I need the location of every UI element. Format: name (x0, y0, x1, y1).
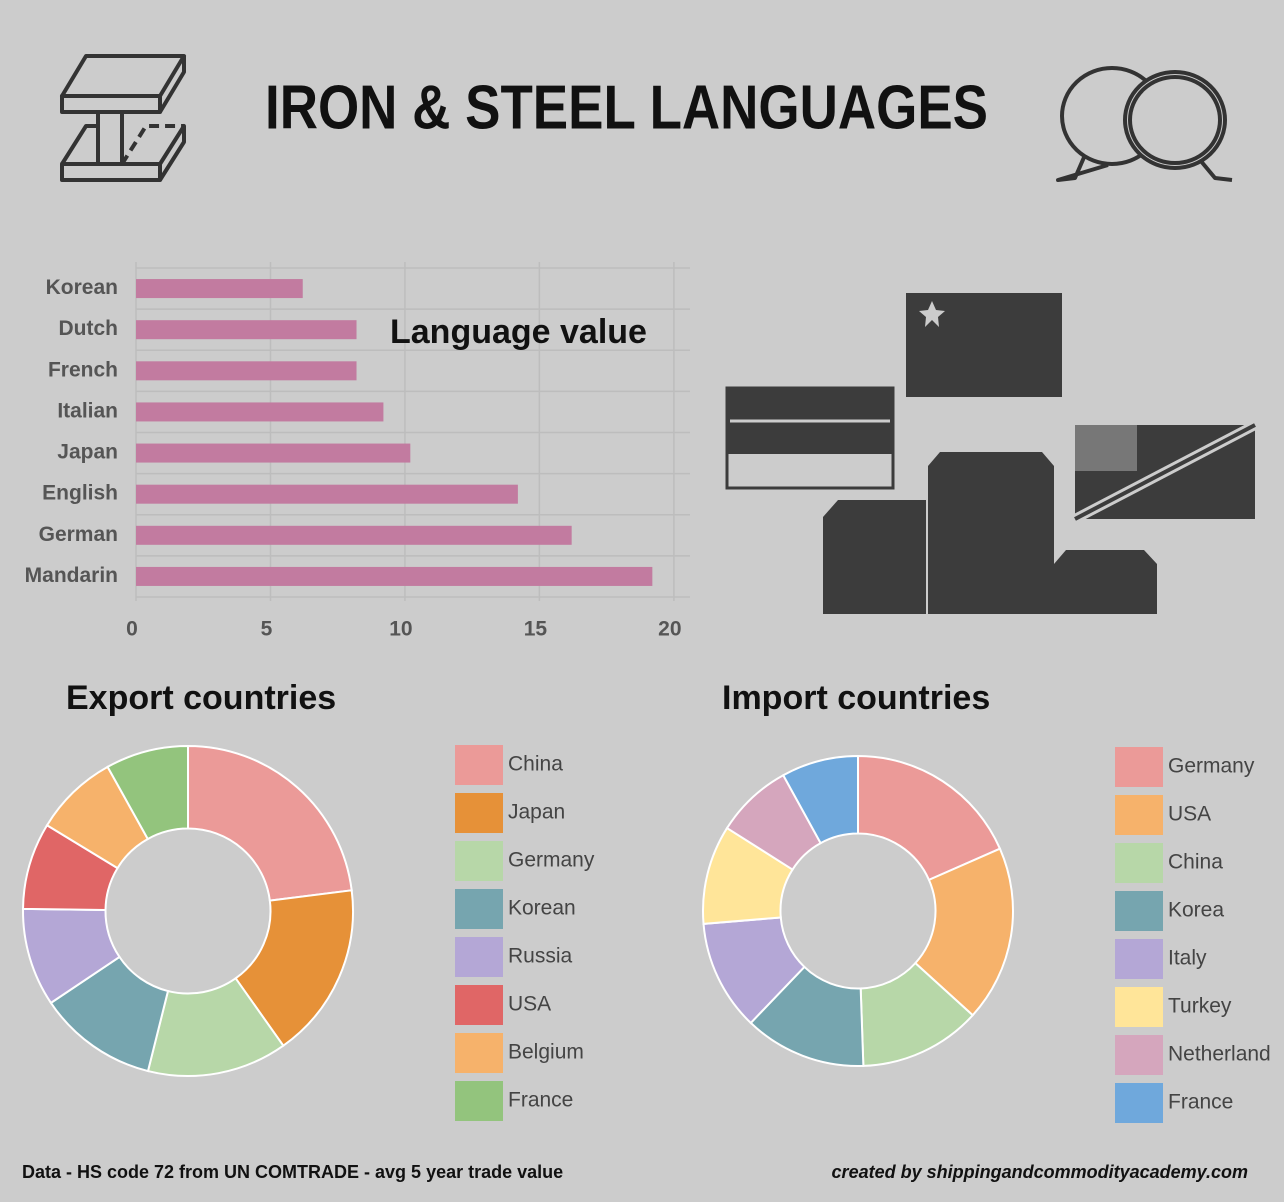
ibeam-icon (60, 54, 186, 182)
legend-swatch (455, 793, 503, 833)
legend-swatch (455, 985, 503, 1025)
legend-swatch (1115, 843, 1163, 883)
legend-swatch (1115, 939, 1163, 979)
legend-swatch (1115, 795, 1163, 835)
chart-title: Export countries (66, 679, 336, 717)
donut-slice (781, 754, 859, 845)
y-tick-label: German (39, 523, 118, 546)
bar (136, 566, 653, 586)
chart-title: Language value (390, 313, 647, 351)
y-tick-label: Korean (46, 276, 118, 299)
legend-swatch (455, 841, 503, 881)
y-tick-label: Italian (57, 399, 118, 422)
legend-label: Germany (1168, 755, 1255, 778)
bar (136, 484, 518, 504)
donut-slice (106, 744, 189, 841)
legend-label: China (1168, 851, 1223, 874)
legend-label: Netherland (1168, 1043, 1271, 1066)
footer-credit: created by shippingandcommodityacademy.c… (832, 1162, 1248, 1182)
y-tick-label: Dutch (59, 317, 119, 340)
footer-source: Data - HS code 72 from UN COMTRADE - avg… (22, 1162, 563, 1182)
legend-label: Korean (508, 897, 576, 920)
donut-slice (187, 744, 353, 902)
bar (136, 443, 411, 463)
legend-label: Korea (1168, 899, 1224, 922)
x-tick-label: 10 (389, 618, 412, 641)
legend-label: Italy (1168, 947, 1207, 970)
legend-swatch (1115, 891, 1163, 931)
legend-swatch (455, 889, 503, 929)
legend-label: Germany (508, 849, 595, 872)
chart-title: Import countries (722, 679, 990, 717)
legend-swatch (1115, 1083, 1163, 1123)
donut-slice (234, 889, 354, 1048)
legend-label: Turkey (1168, 995, 1232, 1018)
x-tick-label: 0 (126, 618, 138, 641)
speech-icon (1056, 66, 1233, 182)
bar (136, 279, 303, 299)
legend-swatch (455, 1033, 503, 1073)
legend-label: Russia (508, 945, 573, 968)
legend-label: France (1168, 1091, 1233, 1114)
bar (136, 525, 572, 545)
bar (136, 320, 357, 340)
legend-label: USA (1168, 803, 1211, 826)
bar (136, 402, 384, 422)
y-tick-label: Mandarin (25, 564, 118, 587)
legend-label: China (508, 753, 563, 776)
legend-swatch (455, 1081, 503, 1121)
page-title: IRON & STEEL LANGUAGES (265, 73, 988, 142)
x-tick-label: 5 (261, 618, 273, 641)
legend-swatch (1115, 747, 1163, 787)
podium-icon (725, 293, 1258, 614)
x-tick-label: 15 (524, 618, 548, 641)
y-tick-label: French (48, 358, 118, 381)
legend-label: Belgium (508, 1041, 584, 1064)
y-tick-label: English (42, 482, 118, 505)
legend-swatch (1115, 1035, 1163, 1075)
legend-label: Japan (508, 801, 565, 824)
x-tick-label: 20 (658, 618, 681, 641)
donut-slice (857, 754, 1002, 882)
legend-swatch (1115, 987, 1163, 1027)
donut-slice (913, 847, 1014, 1017)
legend-label: USA (508, 993, 551, 1016)
y-tick-label: Japan (57, 441, 118, 464)
legend-swatch (455, 745, 503, 785)
legend-label: France (508, 1089, 573, 1112)
legend-swatch (455, 937, 503, 977)
bar (136, 361, 357, 381)
